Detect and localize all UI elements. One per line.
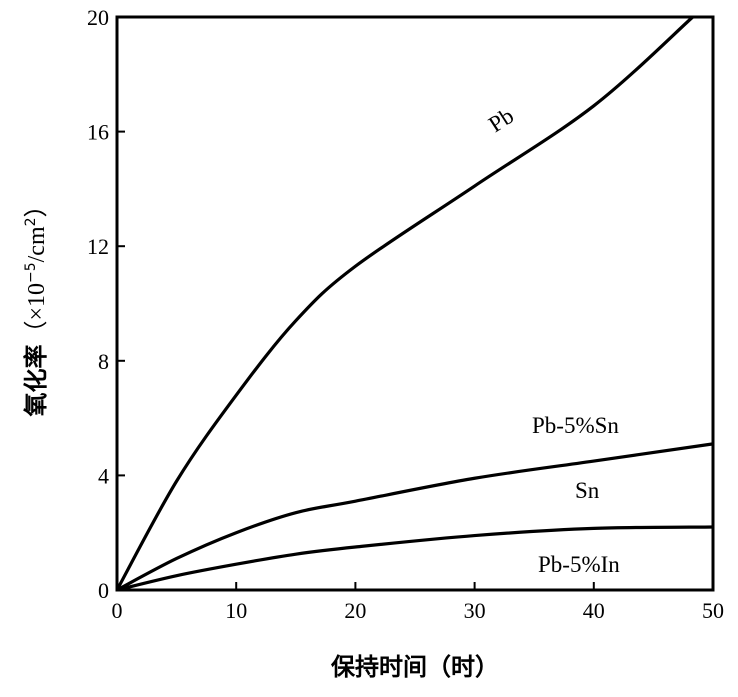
y-label-main: 氧化率 (22, 345, 50, 417)
y-tick-label: 20 (87, 5, 109, 30)
y-tick-label: 8 (98, 349, 109, 374)
y-tick-label: 16 (87, 120, 109, 145)
y-tick-label: 4 (98, 463, 109, 488)
y-label-mid: /cm (24, 226, 50, 262)
x-tick-label: 0 (112, 598, 123, 623)
y-axis-label: 氧化率（×10−5/cm2） (22, 193, 50, 416)
x-tick-label: 20 (344, 598, 366, 623)
y-label-exp2: 2 (23, 217, 39, 226)
series-line-0 (115, 15, 694, 591)
series-line-1 (116, 442, 714, 592)
y-tick-label: 0 (98, 578, 109, 603)
y-label-exp: −5 (23, 262, 39, 283)
annotation-pb-5in: Pb-5%In (538, 552, 620, 577)
x-tick-label: 10 (225, 598, 247, 623)
y-tick-label: 12 (87, 234, 109, 259)
series-line-2 (116, 525, 714, 592)
annotation-sn: Sn (575, 478, 600, 503)
y-label-suffix: ） (22, 193, 50, 217)
x-axis-label: 保持时间（时） (330, 653, 499, 681)
annotation-pb: Pb (484, 103, 518, 137)
y-label-prefix: （×10 (24, 283, 50, 345)
annotation-pb-5sn: Pb-5%Sn (532, 413, 619, 438)
x-tick-label: 40 (583, 598, 605, 623)
curves (115, 15, 714, 592)
plot-frame (115, 15, 715, 592)
x-tick-label: 30 (464, 598, 486, 623)
x-tick-label: 50 (702, 598, 724, 623)
ticks: 0 10 20 30 40 50 0 4 8 12 16 20 (87, 5, 724, 623)
